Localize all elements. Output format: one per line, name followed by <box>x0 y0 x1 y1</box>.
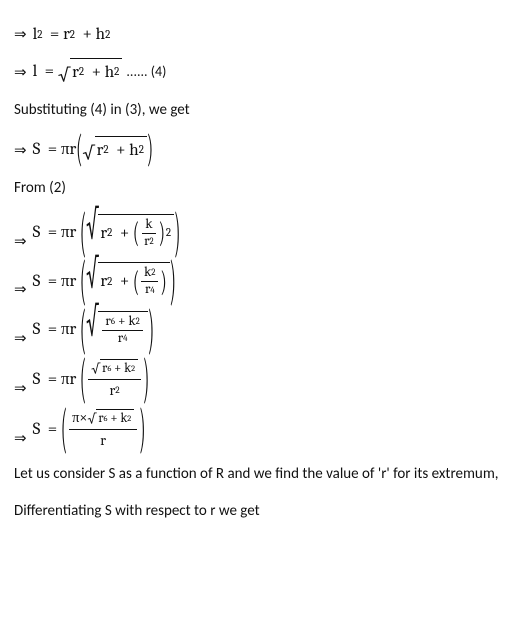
equation-3: ⇒ S = πr ( √ r2 + h2 ) <box>14 136 514 164</box>
var-S: S <box>33 367 41 393</box>
var-h: h <box>129 138 138 164</box>
equals: = <box>48 220 57 246</box>
var-r: r <box>70 220 77 246</box>
var-S: S <box>33 417 41 443</box>
text-from2: From (2) <box>14 177 514 200</box>
sqrt: √ r2 + ( k2 r4 ) <box>86 262 169 301</box>
paren-inner: ( k r2 ) <box>133 217 165 251</box>
math-expr: S = πr ( √ r6 + k2 r2 ) <box>33 359 150 399</box>
implies-arrow: ⇒ <box>14 278 27 301</box>
sqrt: √ r6 + k2 <box>91 359 138 377</box>
var-S: S <box>33 269 41 295</box>
fraction: k r2 <box>141 217 157 251</box>
equals: = <box>45 59 54 85</box>
var-r: r <box>100 221 107 247</box>
var-r: r <box>97 138 104 164</box>
plus: + <box>83 22 92 48</box>
equation-8: ⇒ S = ( π× √ r6 + k2 r <box>14 409 514 449</box>
implies-arrow: ⇒ <box>14 61 27 86</box>
plus: + <box>92 60 101 86</box>
implies-arrow: ⇒ <box>14 23 27 48</box>
var-k: k <box>142 217 155 234</box>
implies-arrow: ⇒ <box>14 327 27 350</box>
plus: + <box>120 269 129 295</box>
implies-arrow: ⇒ <box>14 377 27 400</box>
implies-arrow: ⇒ <box>14 427 27 450</box>
var-k: k <box>144 265 151 281</box>
paren-outer: ( π× √ r6 + k2 r ) <box>61 409 145 449</box>
var-S: S <box>33 317 41 343</box>
sqrt: √ r2 + h2 <box>82 136 147 164</box>
math-expr: S = ( π× √ r6 + k2 r ) <box>33 409 146 449</box>
text-differentiating: Differentiating S with respect to r we g… <box>14 500 514 523</box>
equation-2: ⇒ l = √ r2 + h2 ...... (4) <box>14 58 514 86</box>
var-S: S <box>33 137 41 163</box>
pi: π <box>72 409 79 426</box>
implies-arrow: ⇒ <box>14 139 27 164</box>
sqrt: √ r6 + k2 <box>87 409 134 427</box>
equals: = <box>48 367 57 393</box>
text-substituting: Substituting (4) in (3), we get <box>14 99 514 122</box>
plus: + <box>120 221 129 247</box>
plus: + <box>114 361 121 377</box>
equals: = <box>48 417 57 443</box>
var-k: k <box>124 361 131 377</box>
plus: + <box>116 138 125 164</box>
pi: π <box>61 220 70 246</box>
implies-arrow: ⇒ <box>14 230 27 253</box>
paren-outer: ( √ r2 + ( k r2 ) 2 ) <box>80 214 180 253</box>
equation-6: ⇒ S = πr ( √ r6 + k2 r4 <box>14 311 514 350</box>
sqrt: √ r6 + k2 r4 <box>86 311 148 350</box>
plus: + <box>118 314 126 330</box>
var-r: r <box>70 269 77 295</box>
var-r: r <box>72 60 79 86</box>
text-consider: Let us consider S as a function of R and… <box>14 463 514 486</box>
var-k: k <box>120 411 127 427</box>
var-r: r <box>100 432 106 449</box>
pi: π <box>61 317 70 343</box>
var-r: r <box>98 411 103 427</box>
var-r: r <box>70 367 77 393</box>
equation-4: ⇒ S = πr ( √ r2 + ( k r2 ) <box>14 214 514 253</box>
fraction: √ r6 + k2 r2 <box>88 359 141 399</box>
math-expr: S = πr ( √ r6 + k2 r4 ) <box>33 311 154 350</box>
math-expr: l = √ r2 + h2 ...... (4) <box>33 58 167 86</box>
var-S: S <box>33 220 41 246</box>
equation-1: ⇒ l2 = r2 + h2 <box>14 22 514 48</box>
sqrt: √ r2 + h2 <box>58 58 123 86</box>
var-h: h <box>105 60 114 86</box>
var-l: l <box>33 59 38 85</box>
var-r: r <box>105 314 110 330</box>
paren-group: ( √ r2 + h2 ) <box>76 136 153 164</box>
equals: = <box>48 269 57 295</box>
equals: = <box>48 137 57 163</box>
sqrt: √ r2 + ( k r2 ) 2 <box>86 214 174 253</box>
math-expr: S = πr ( √ r2 + h2 ) <box>33 136 153 164</box>
plus: + <box>110 411 117 427</box>
equation-7: ⇒ S = πr ( √ r6 + k2 r2 <box>14 359 514 399</box>
var-h: h <box>96 22 105 48</box>
equals: = <box>50 22 59 48</box>
eq-tag: ...... (4) <box>126 61 166 82</box>
var-r: r <box>63 22 70 48</box>
equals: = <box>48 317 57 343</box>
math-expr: S = πr ( √ r2 + ( k2 r4 ) <box>33 262 176 301</box>
var-r: r <box>70 137 77 163</box>
math-expr: S = πr ( √ r2 + ( k r2 ) 2 <box>33 214 181 253</box>
var-r: r <box>70 317 77 343</box>
paren-outer: ( √ r2 + ( k2 r4 ) ) <box>80 262 176 301</box>
var-k: k <box>129 314 136 330</box>
math-expr: l2 = r2 + h2 <box>33 22 111 48</box>
var-r: r <box>100 269 107 295</box>
equation-5: ⇒ S = πr ( √ r2 + ( k2 r4 ) <box>14 262 514 301</box>
fraction: r6 + k2 r4 <box>102 314 142 348</box>
var-r: r <box>144 234 149 250</box>
pi: π <box>61 137 70 163</box>
pi: π <box>61 269 70 295</box>
